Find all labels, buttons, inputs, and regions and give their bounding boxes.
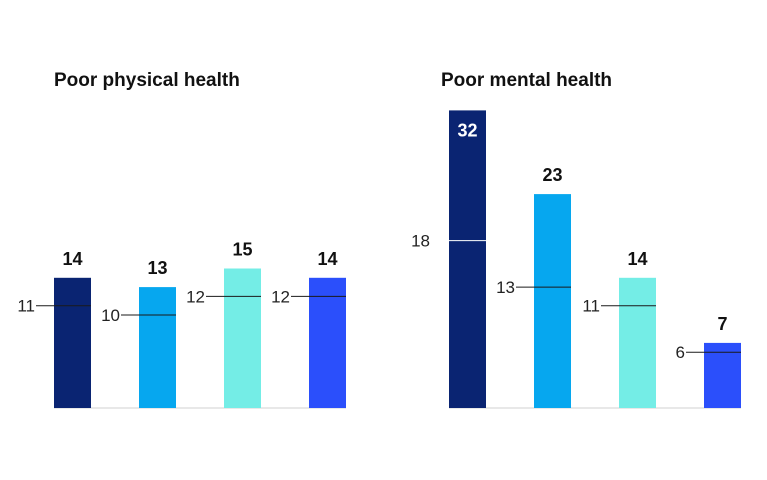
panel-title-mental: Poor mental health — [441, 70, 612, 91]
reference-value-label: 18 — [411, 232, 430, 251]
bar-value-label: 23 — [542, 165, 562, 185]
bar-value-label: 13 — [147, 258, 167, 278]
bar — [704, 342, 741, 408]
bar — [54, 277, 91, 408]
bar — [619, 277, 656, 408]
panel-physical-health: Poor physical health 14 11 13 10 15 12 14 12 — [17, 70, 346, 409]
bar — [139, 287, 176, 408]
panel-title-physical: Poor physical health — [54, 70, 240, 91]
reference-value-label: 11 — [17, 297, 35, 316]
bar-value-label: 14 — [317, 249, 337, 269]
bar-value-label: 14 — [627, 249, 647, 269]
bar — [449, 110, 486, 409]
bar — [309, 277, 346, 408]
bar — [534, 194, 571, 408]
reference-value-label: 13 — [496, 278, 515, 297]
bar — [224, 268, 261, 408]
bar-value-label: 32 — [457, 120, 477, 140]
reference-value-label: 12 — [186, 287, 205, 306]
reference-value-label: 12 — [271, 287, 290, 306]
reference-value-label: 10 — [101, 306, 120, 325]
bar-value-label: 7 — [717, 314, 727, 334]
reference-value-label: 11 — [582, 297, 600, 316]
panel-mental-health: Poor mental health 32 18 23 13 14 11 7 6 — [411, 70, 741, 409]
reference-value-label: 6 — [676, 343, 685, 362]
bar-value-label: 15 — [232, 240, 252, 260]
bar-value-label: 14 — [62, 249, 82, 269]
